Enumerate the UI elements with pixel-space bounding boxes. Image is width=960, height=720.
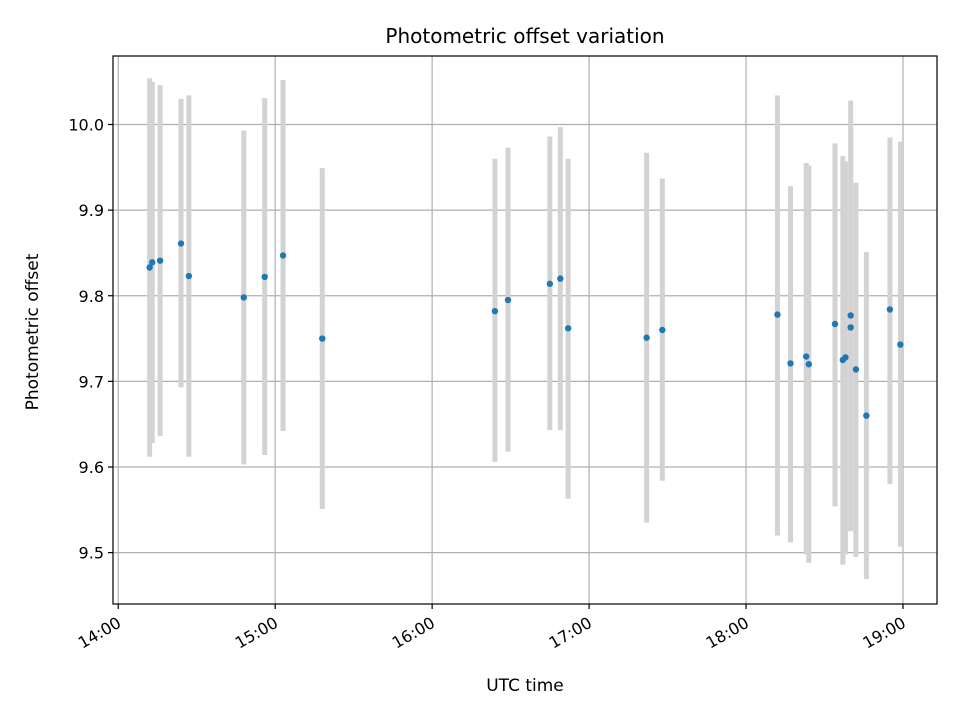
data-point bbox=[659, 326, 666, 334]
data-point bbox=[146, 264, 153, 271]
data-point bbox=[847, 324, 854, 331]
grid-layer bbox=[113, 56, 937, 604]
data-point bbox=[842, 354, 849, 361]
data-point bbox=[156, 257, 164, 264]
data-point bbox=[805, 361, 813, 368]
data-point bbox=[787, 360, 794, 367]
data-point bbox=[491, 307, 499, 315]
chart-title: Photometric offset variation bbox=[385, 24, 664, 48]
data-point bbox=[504, 296, 512, 304]
y-axis-ticks: 9.5 9.6 9.7 9.8 9.9 10.0 bbox=[68, 116, 113, 563]
plot-frame bbox=[112, 55, 938, 605]
data-point bbox=[803, 353, 810, 360]
data-point bbox=[897, 341, 904, 348]
data-point bbox=[279, 252, 287, 259]
point-layer bbox=[146, 240, 904, 419]
data-point bbox=[863, 412, 870, 419]
data-point bbox=[886, 306, 894, 313]
data-point bbox=[847, 312, 854, 319]
y-axis-label: Photometric offset bbox=[23, 253, 43, 410]
data-point bbox=[149, 259, 156, 266]
y-tick-label: 9.5 bbox=[79, 544, 104, 563]
data-point bbox=[177, 240, 185, 247]
y-tick-label: 9.9 bbox=[79, 201, 104, 220]
data-point bbox=[185, 272, 193, 280]
data-point bbox=[852, 366, 860, 373]
y-tick-label: 9.8 bbox=[79, 287, 104, 306]
data-point bbox=[319, 335, 326, 342]
data-point bbox=[557, 275, 564, 282]
data-point bbox=[546, 280, 554, 287]
data-point bbox=[240, 294, 247, 301]
data-point bbox=[831, 320, 839, 328]
y-tick-label: 9.6 bbox=[79, 458, 104, 477]
data-point bbox=[643, 334, 650, 341]
data-point bbox=[564, 325, 572, 332]
x-axis-label: UTC time bbox=[486, 676, 564, 696]
data-point bbox=[261, 273, 268, 281]
y-tick-label: 10.0 bbox=[68, 116, 104, 135]
y-tick-label: 9.7 bbox=[79, 372, 104, 391]
data-point bbox=[774, 311, 781, 318]
